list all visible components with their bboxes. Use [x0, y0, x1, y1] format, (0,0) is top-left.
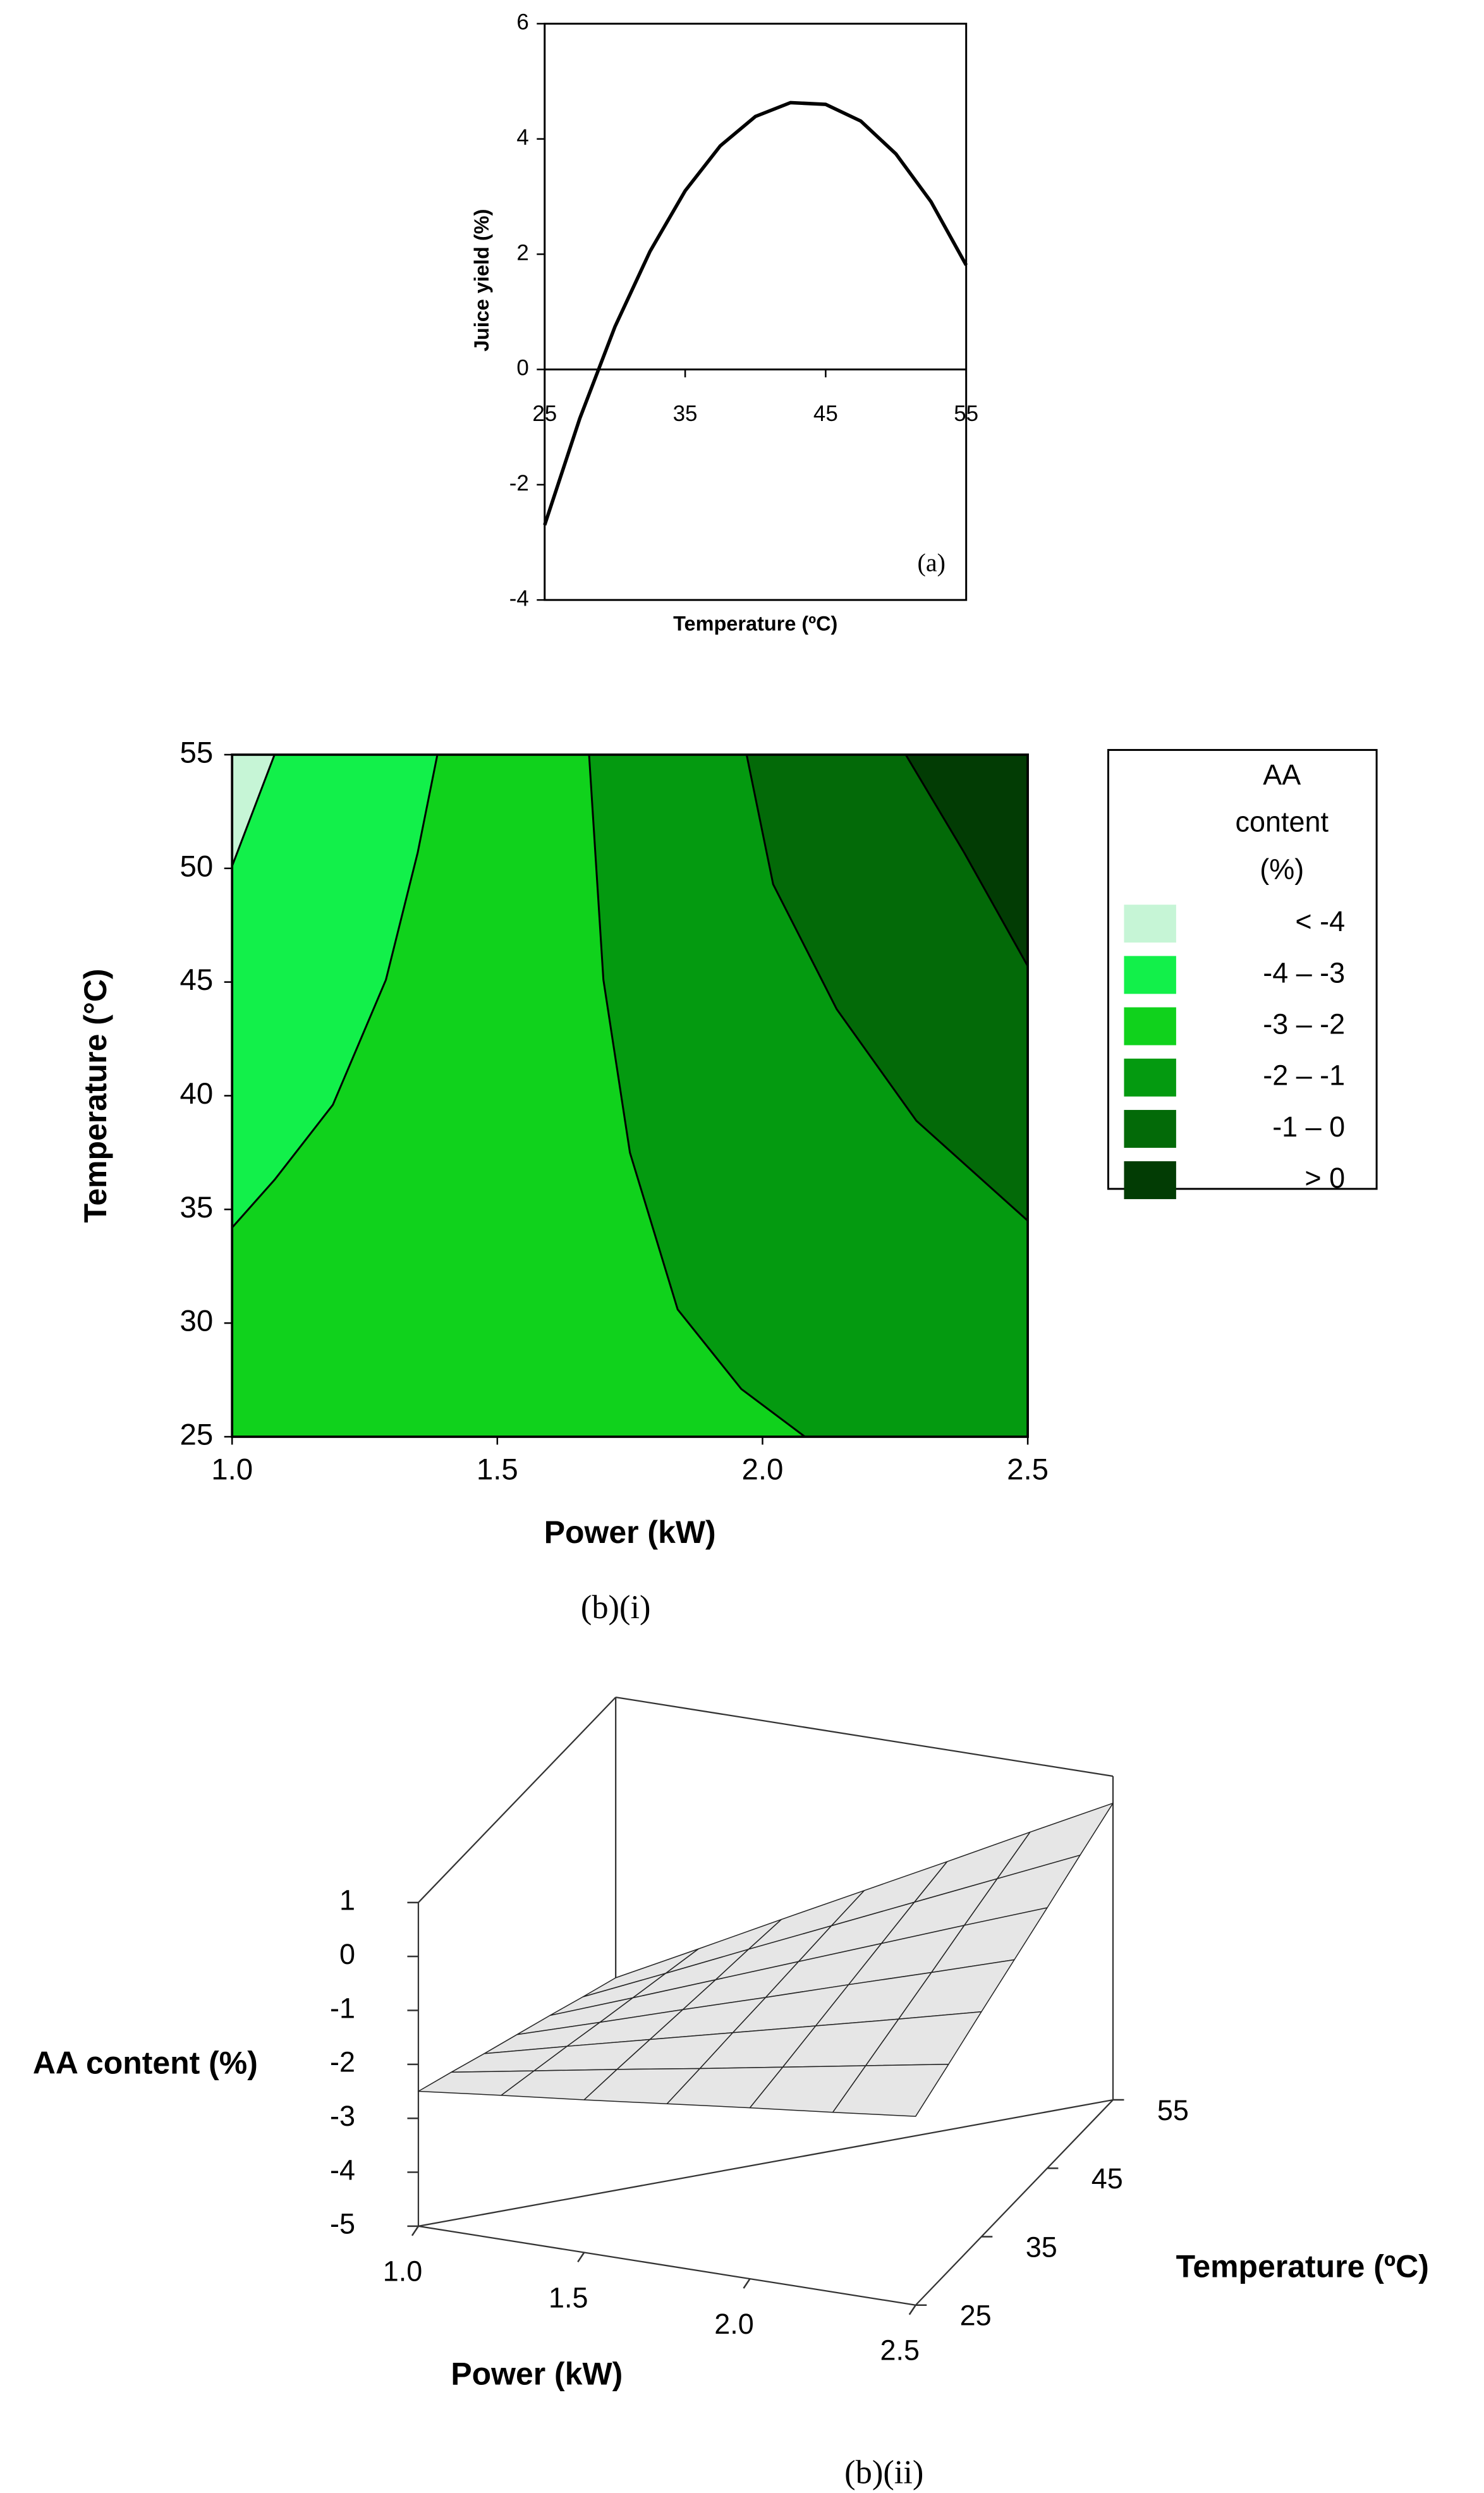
y-tick-label: 25	[179, 1418, 213, 1452]
x-tick-label: 35	[673, 401, 698, 426]
x-tick-label: 25	[532, 401, 557, 426]
y-tick-label: 35	[1026, 2231, 1057, 2263]
y-axis-label: Juice yield (%)	[470, 209, 493, 352]
y-tick-label: 25	[960, 2300, 992, 2332]
y-tick-label: -4	[509, 586, 529, 611]
x-tick	[743, 2278, 751, 2289]
legend-swatch	[1124, 1007, 1176, 1045]
x-tick-label: 1.5	[477, 1453, 518, 1486]
x-axis-label: Temperature (ºC)	[673, 613, 837, 635]
caption: (b)(ii)	[844, 2454, 923, 2491]
y-tick-label: 30	[179, 1305, 213, 1338]
annotation: (a)	[918, 548, 946, 576]
x-tick	[577, 2252, 585, 2263]
legend-label: -2 – -1	[1263, 1059, 1345, 1092]
x-tick	[411, 2226, 419, 2236]
z-tick-label: -3	[330, 2100, 355, 2132]
y-tick-label: 55	[179, 736, 213, 769]
legend-title: content	[1236, 806, 1329, 838]
x-tick-label: 1.0	[211, 1453, 253, 1486]
z-tick-label: -1	[330, 1992, 355, 2024]
contour-line	[231, 754, 276, 867]
legend-label: > 0	[1305, 1162, 1345, 1194]
y-axis-label: Temperature (°C)	[78, 968, 113, 1222]
box-edge	[418, 2099, 1114, 2227]
surface-cell	[832, 2064, 949, 2117]
legend-swatch	[1124, 1058, 1176, 1097]
caption: (b)(i)	[581, 1589, 651, 1626]
legend-label: -4 – -3	[1263, 956, 1345, 989]
contour-band	[906, 754, 1028, 966]
z-tick-label: 0	[339, 1938, 355, 1970]
x-tick-label: 1.0	[383, 2255, 423, 2288]
box-edge	[616, 1697, 1114, 1777]
box-edge	[418, 2225, 916, 2306]
z-tick-label: -5	[330, 2208, 355, 2240]
legend-swatch	[1124, 1109, 1176, 1148]
y-tick-label: 2	[516, 240, 528, 265]
z-axis-label: AA content (%)	[33, 2045, 258, 2080]
x-axis-label: Power (kW)	[451, 2356, 623, 2391]
x-tick-label: 2.5	[1007, 1453, 1049, 1486]
x-tick	[908, 2305, 916, 2315]
x-tick-label: 55	[954, 401, 978, 426]
y-tick-label: 0	[516, 356, 528, 381]
y-tick-label: 6	[516, 10, 528, 35]
box-edge	[418, 1697, 616, 1903]
contour-band	[746, 754, 1028, 1221]
legend-label: < -4	[1295, 905, 1345, 937]
box-edge	[915, 2099, 1114, 2306]
legend-swatch	[1124, 956, 1176, 994]
y-tick-label: 4	[516, 125, 528, 150]
y-tick-label: 50	[179, 850, 213, 883]
x-tick-label: 45	[813, 401, 838, 426]
y-tick-label: 55	[1157, 2094, 1189, 2126]
legend-title: (%)	[1260, 853, 1304, 886]
curve	[543, 101, 968, 526]
x-axis-label: Power (kW)	[544, 1515, 716, 1550]
contour-line	[231, 754, 439, 1229]
contour-line	[904, 754, 1029, 967]
legend-label: -1 – 0	[1272, 1111, 1345, 1143]
legend-swatch	[1124, 905, 1176, 943]
z-tick-label: -2	[330, 2046, 355, 2078]
legend-swatch	[1124, 1161, 1176, 1200]
contour-line	[745, 754, 1029, 1222]
y-axis-label: Temperature (ºC)	[1176, 2249, 1429, 2284]
y-tick-label: 40	[179, 1077, 213, 1111]
x-tick-label: 2.0	[741, 1453, 783, 1486]
plot-frame	[544, 22, 968, 601]
x-tick-label: 2.5	[880, 2334, 920, 2367]
y-tick-label: 45	[1092, 2162, 1123, 2195]
y-tick-label: 35	[179, 1191, 213, 1224]
x-tick-label: 2.0	[714, 2308, 754, 2340]
contour-line	[588, 754, 806, 1438]
x-tick-label: 1.5	[549, 2281, 588, 2313]
z-tick-label: 1	[339, 1884, 355, 1917]
legend-title: AA	[1263, 759, 1301, 791]
z-tick-label: -4	[330, 2154, 355, 2186]
legend-label: -3 – -2	[1263, 1008, 1345, 1040]
y-tick-label: 45	[179, 963, 213, 997]
y-tick-label: -2	[509, 471, 529, 496]
